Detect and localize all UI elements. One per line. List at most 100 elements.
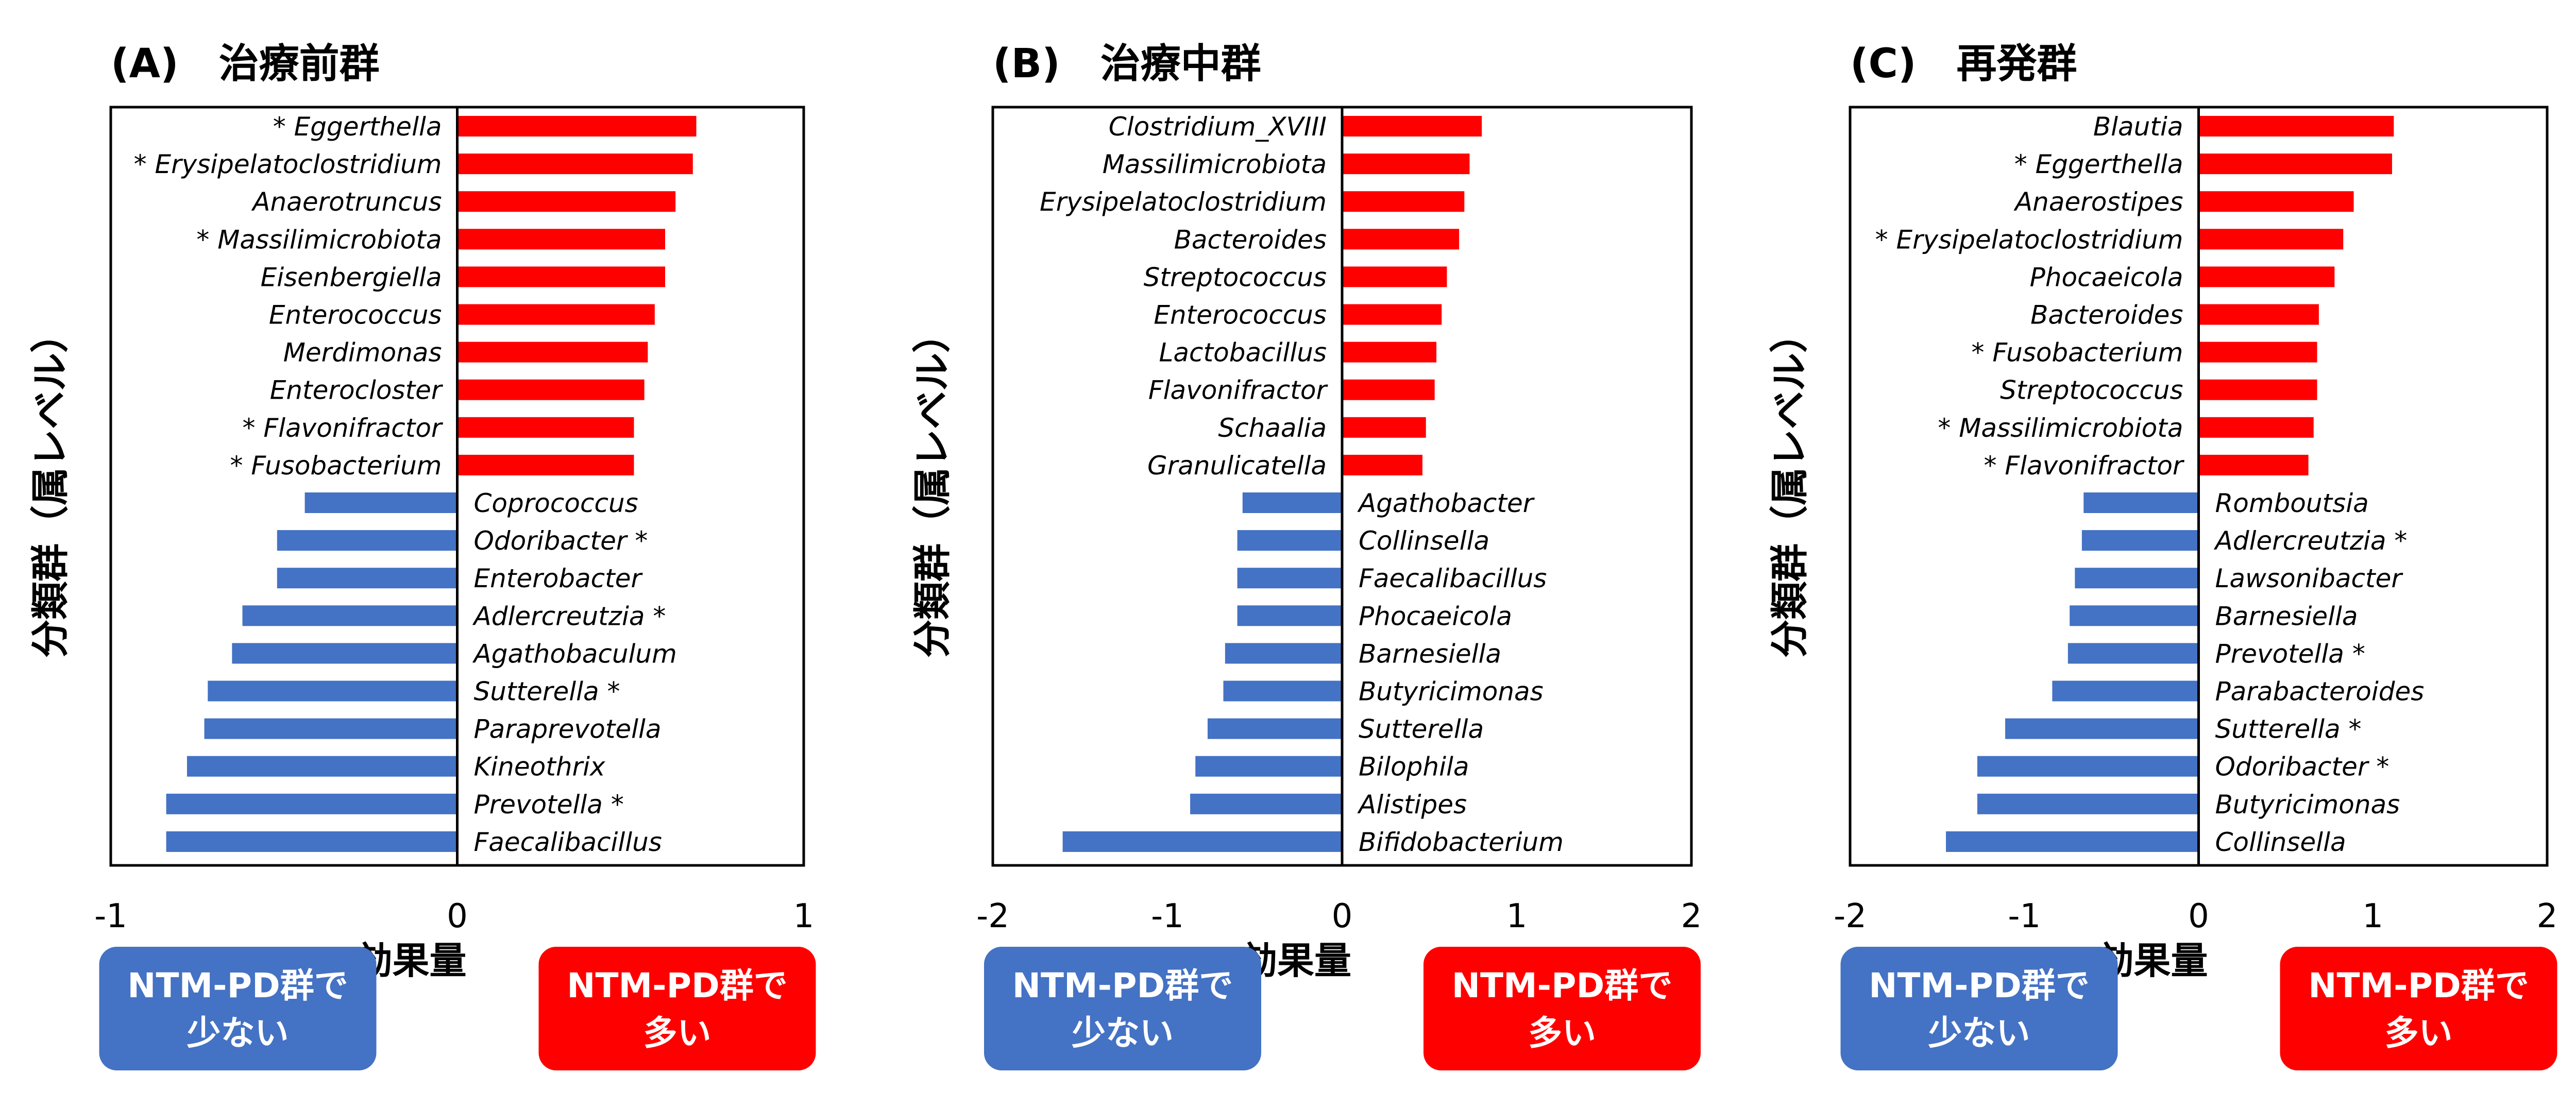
taxon-label: Lactobacillus: [1159, 338, 1327, 368]
bar: [277, 530, 457, 551]
bar: [166, 793, 457, 814]
taxon-label: * Eggerthella: [2014, 149, 2183, 179]
plot-frame: [109, 106, 805, 867]
bar: [457, 154, 693, 175]
bar: [166, 831, 457, 852]
more-legend-box-line2: 多い: [2385, 1013, 2453, 1053]
taxon-label: Coprococcus: [474, 488, 638, 518]
taxon-label: * Fusobacterium: [1971, 338, 2183, 368]
bar: [1946, 831, 2199, 852]
taxon-label: Blautia: [2093, 112, 2183, 142]
bar: [2067, 643, 2199, 664]
taxon-label: Schaalia: [1218, 413, 1327, 443]
less-legend-box-line1: NTM-PD群で: [1869, 966, 2089, 1005]
bar: [2052, 680, 2199, 702]
bar: [2081, 530, 2199, 551]
bar: [208, 680, 457, 702]
x-tick-label: -2: [1834, 897, 1867, 935]
taxon-label: * Erysipelatoclostridium: [1875, 225, 2183, 254]
taxon-label: Butyricimonas: [1359, 677, 1544, 707]
taxon-label: Adlercreutzia *: [472, 601, 666, 631]
bar: [1977, 756, 2199, 777]
bar: [1190, 793, 1342, 814]
bar: [1342, 116, 1482, 137]
y-axis-label: 分類群（属レベル）: [910, 315, 955, 658]
taxon-label: Prevotella *: [2215, 639, 2365, 669]
taxon-label: * Massilimicrobiota: [1938, 413, 2183, 443]
less-legend-box-line1: NTM-PD群で: [127, 966, 348, 1005]
more-legend-box-bg: [1423, 947, 1701, 1070]
bar: [1225, 643, 1342, 664]
taxon-label: Odoribacter *: [474, 526, 648, 556]
panel-title: (C) 再発群: [1850, 41, 2077, 87]
more-legend-box-line1: NTM-PD群で: [2308, 966, 2529, 1005]
taxon-label: Prevotella *: [474, 790, 624, 820]
y-axis-label: 分類群（属レベル）: [1768, 315, 1812, 658]
panel-title: (B) 治療中群: [993, 41, 1261, 87]
taxon-label: Butyricimonas: [2215, 790, 2400, 820]
taxon-label: Bacteroides: [1174, 225, 1327, 254]
less-legend-box-line2: 少ない: [1072, 1013, 1174, 1053]
taxon-label: Eisenbergiella: [261, 262, 442, 292]
x-tick-label: -1: [2008, 897, 2041, 935]
bar: [1237, 530, 1342, 551]
taxon-label: Streptococcus: [1144, 262, 1327, 292]
bar: [457, 229, 665, 250]
bar: [1342, 342, 1437, 363]
taxon-label: Clostridium_XVIII: [1109, 112, 1327, 142]
taxon-label: Bifidobacterium: [1359, 827, 1564, 857]
bar: [2198, 379, 2317, 400]
bar: [1342, 266, 1447, 287]
bar: [2198, 116, 2394, 137]
taxon-label: Lawsonibacter: [2215, 564, 2404, 593]
bar: [204, 718, 457, 739]
taxon-label: Bacteroides: [2030, 300, 2183, 330]
taxon-label: Anaerostipes: [2013, 187, 2183, 217]
bar: [2075, 568, 2199, 589]
taxon-label: Enterococcus: [1154, 300, 1327, 330]
less-legend-box-line1: NTM-PD群で: [1012, 966, 1233, 1005]
bar: [1342, 379, 1435, 400]
less-legend-box-line2: 少ない: [187, 1013, 289, 1053]
taxon-label: Agathobaculum: [472, 639, 677, 669]
taxon-label: * Flavonifractor: [1984, 451, 2185, 481]
bar: [1223, 680, 1342, 702]
x-tick-label: 1: [793, 897, 815, 935]
taxon-label: Barnesiella: [1359, 639, 1501, 669]
taxon-label: * Erysipelatoclostridium: [134, 149, 442, 179]
x-tick-label: 1: [2362, 897, 2383, 935]
taxon-label: Bilophila: [1359, 752, 1469, 782]
bar: [1207, 718, 1342, 739]
taxon-label: Odoribacter *: [2215, 752, 2389, 782]
bar: [1342, 417, 1426, 438]
taxon-label: Collinsella: [1359, 526, 1489, 556]
x-tick-label: 1: [1506, 897, 1528, 935]
taxon-label: Anaerotruncus: [251, 187, 442, 217]
taxon-label: Collinsella: [2215, 827, 2346, 857]
bar: [457, 454, 634, 475]
panel-title: (A) 治療前群: [111, 41, 380, 87]
taxon-label: Erysipelatoclostridium: [1040, 187, 1327, 217]
taxon-label: Alistipes: [1357, 790, 1467, 820]
taxon-label: Adlercreutzia *: [2214, 526, 2408, 556]
bar: [457, 266, 665, 287]
bar: [1342, 191, 1465, 212]
bar: [457, 304, 655, 325]
taxon-label: Enterobacter: [474, 564, 643, 593]
taxon-label: Streptococcus: [2000, 376, 2183, 405]
x-tick-label: 0: [2188, 897, 2209, 935]
bar: [457, 191, 676, 212]
taxon-label: Agathobacter: [1357, 488, 1535, 518]
x-tick-label: 2: [2537, 897, 2558, 935]
taxon-label: Faecalibacillus: [474, 827, 662, 857]
taxon-label: Kineothrix: [474, 752, 605, 782]
bar: [242, 605, 457, 626]
less-legend-box-bg: [1840, 947, 2118, 1070]
taxon-label: * Massilimicrobiota: [196, 225, 442, 254]
